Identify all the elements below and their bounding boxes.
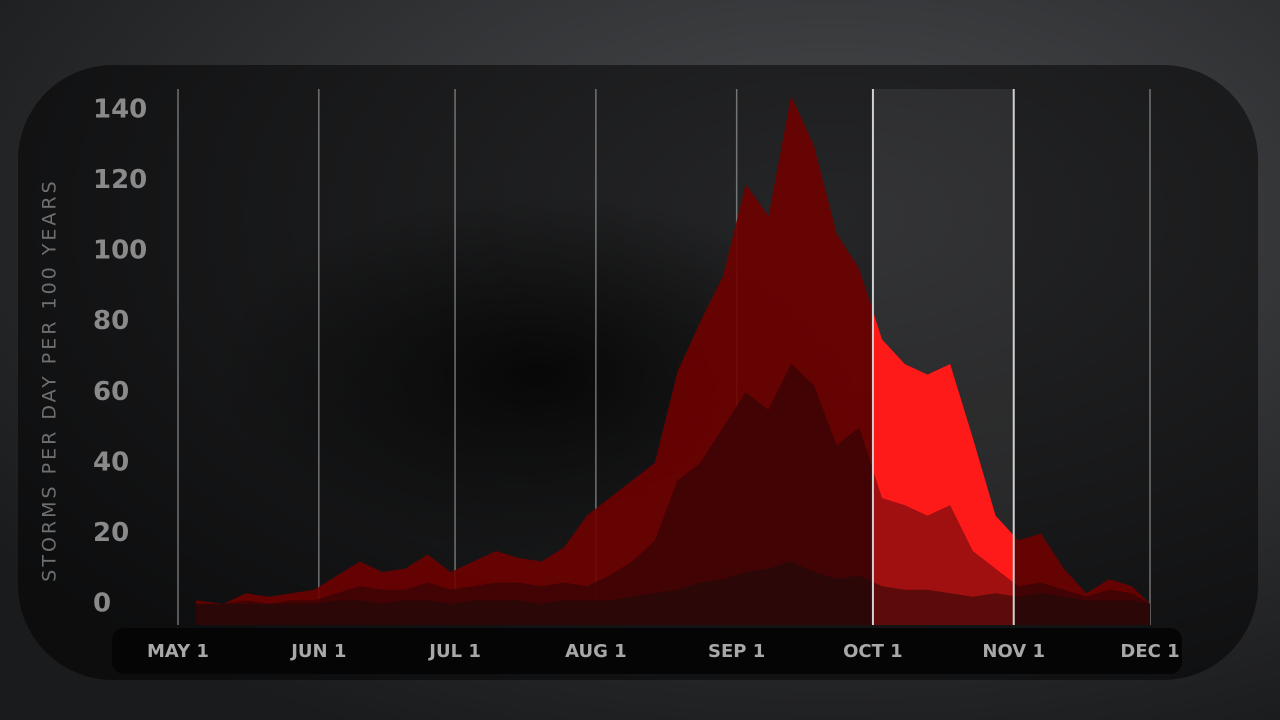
x-axis-bar bbox=[112, 628, 1182, 674]
y-tick-label: 40 bbox=[93, 447, 129, 477]
x-tick-label: OCT 1 bbox=[843, 641, 903, 662]
y-tick-label: 80 bbox=[93, 306, 129, 336]
x-tick-label: AUG 1 bbox=[565, 641, 627, 662]
y-tick-label: 60 bbox=[93, 377, 129, 407]
y-tick-label: 0 bbox=[93, 588, 111, 618]
x-tick-label: JUL 1 bbox=[427, 641, 481, 662]
area-highlight bbox=[872, 469, 1014, 625]
x-tick-label: SEP 1 bbox=[708, 641, 765, 662]
y-tick-label: 100 bbox=[93, 236, 147, 266]
plot: 0 20 40 60 80 100 120 140 MAY 1 JUN 1 JUL 1 AUG 1 SE… bbox=[93, 89, 1180, 662]
y-tick-label: 20 bbox=[93, 518, 129, 548]
x-tick-label: DEC 1 bbox=[1120, 641, 1179, 662]
y-tick-label: 140 bbox=[93, 95, 147, 125]
x-tick-label: MAY 1 bbox=[147, 641, 209, 662]
y-tick-label: 120 bbox=[93, 165, 147, 195]
x-tick-label: NOV 1 bbox=[982, 641, 1045, 662]
x-tick-label: JUN 1 bbox=[289, 641, 346, 662]
area-highlight bbox=[872, 581, 1014, 625]
y-axis-label: STORMS PER DAY PER 100 YEARS bbox=[39, 178, 61, 581]
